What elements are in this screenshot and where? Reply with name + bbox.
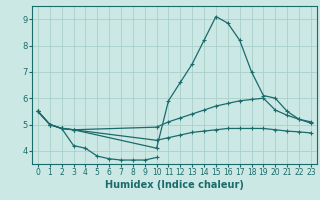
X-axis label: Humidex (Indice chaleur): Humidex (Indice chaleur) <box>105 180 244 190</box>
